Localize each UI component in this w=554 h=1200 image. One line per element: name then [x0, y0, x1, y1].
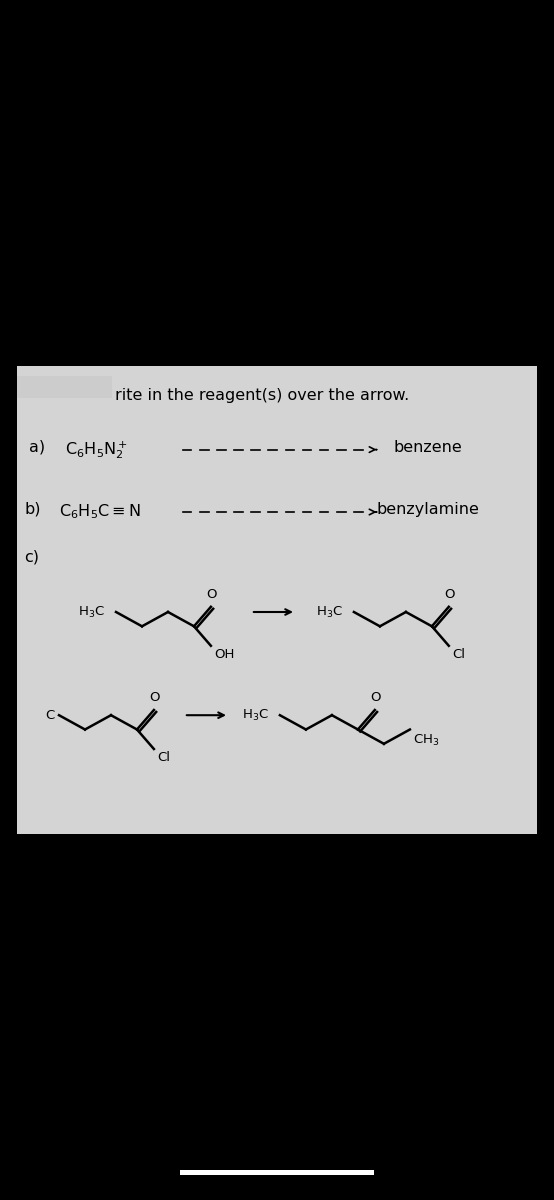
- Text: $\mathrm{H_3C}$: $\mathrm{H_3C}$: [316, 605, 343, 619]
- Text: C: C: [45, 709, 54, 721]
- Bar: [17, 366, 537, 834]
- Text: a): a): [29, 439, 45, 455]
- Text: O: O: [444, 588, 455, 601]
- Text: b): b): [24, 502, 41, 517]
- Text: $\mathrm{C_6H_5N_2^+}$: $\mathrm{C_6H_5N_2^+}$: [65, 439, 128, 461]
- Text: benzene: benzene: [393, 439, 462, 455]
- Text: O: O: [207, 588, 217, 601]
- Text: $\mathrm{H_3C}$: $\mathrm{H_3C}$: [78, 605, 105, 619]
- Text: $\mathrm{H_3C}$: $\mathrm{H_3C}$: [242, 708, 269, 722]
- Text: $\mathrm{CH_3}$: $\mathrm{CH_3}$: [413, 732, 439, 748]
- Text: $\mathrm{C_6H_5C{\equiv}N}$: $\mathrm{C_6H_5C{\equiv}N}$: [59, 502, 141, 521]
- Text: Cl: Cl: [452, 648, 465, 661]
- Text: rite in the reagent(s) over the arrow.: rite in the reagent(s) over the arrow.: [115, 388, 409, 403]
- Text: O: O: [371, 691, 381, 704]
- Bar: [180, 1170, 374, 1175]
- Bar: [17, 376, 111, 398]
- Text: O: O: [150, 691, 160, 704]
- Text: OH: OH: [214, 648, 234, 661]
- Text: c): c): [24, 550, 40, 565]
- Text: Cl: Cl: [157, 751, 170, 764]
- Text: benzylamine: benzylamine: [377, 502, 480, 517]
